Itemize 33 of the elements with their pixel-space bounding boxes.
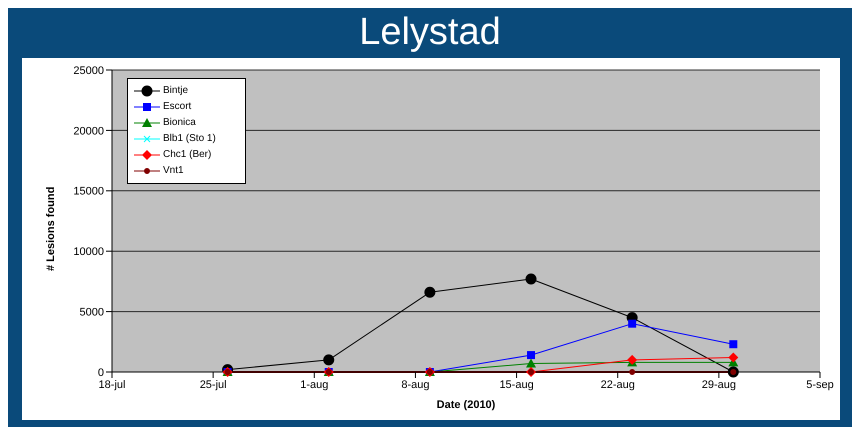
point [323,354,334,366]
x-tick-label: 1-aug [300,378,328,391]
x-axis-title: Date (2010) [436,399,496,411]
chart-title: Lelystad [358,10,502,55]
point [728,352,738,363]
point [729,340,738,348]
y-tick-label: 25000 [73,64,104,77]
point [628,320,636,328]
legend-label: Vnt1 [163,164,184,178]
x-tick-label: 18-jul [98,378,126,391]
y-tick-label: 5000 [80,306,104,319]
x-tick-label: 15-aug [499,378,534,391]
point [526,273,537,284]
x-tick-label: 8-aug [401,378,430,391]
point [629,369,636,375]
y-tick-label: 15000 [73,186,104,198]
legend-label: Blb1 (Sto 1) [163,132,216,146]
y-tick-label: 20000 [73,125,104,138]
x-tick-label: 25-jul [200,378,227,391]
point [527,351,536,360]
x-tick-label: 29-aug [702,378,736,391]
legend-label: Escort [163,100,192,114]
point [424,286,436,298]
point [526,358,536,368]
legend-label: Bintje [163,84,188,98]
y-tick-label: 0 [98,366,104,379]
y-tick-label: 10000 [73,246,104,258]
legend-label: Bionica [163,116,196,130]
y-axis-title: # Lesions found [44,186,57,271]
x-tick-label: 22-aug [600,378,635,391]
legend-label: Chc1 (Ber) [163,148,212,162]
x-tick-label: 5-sep [806,378,834,391]
point [627,354,638,365]
